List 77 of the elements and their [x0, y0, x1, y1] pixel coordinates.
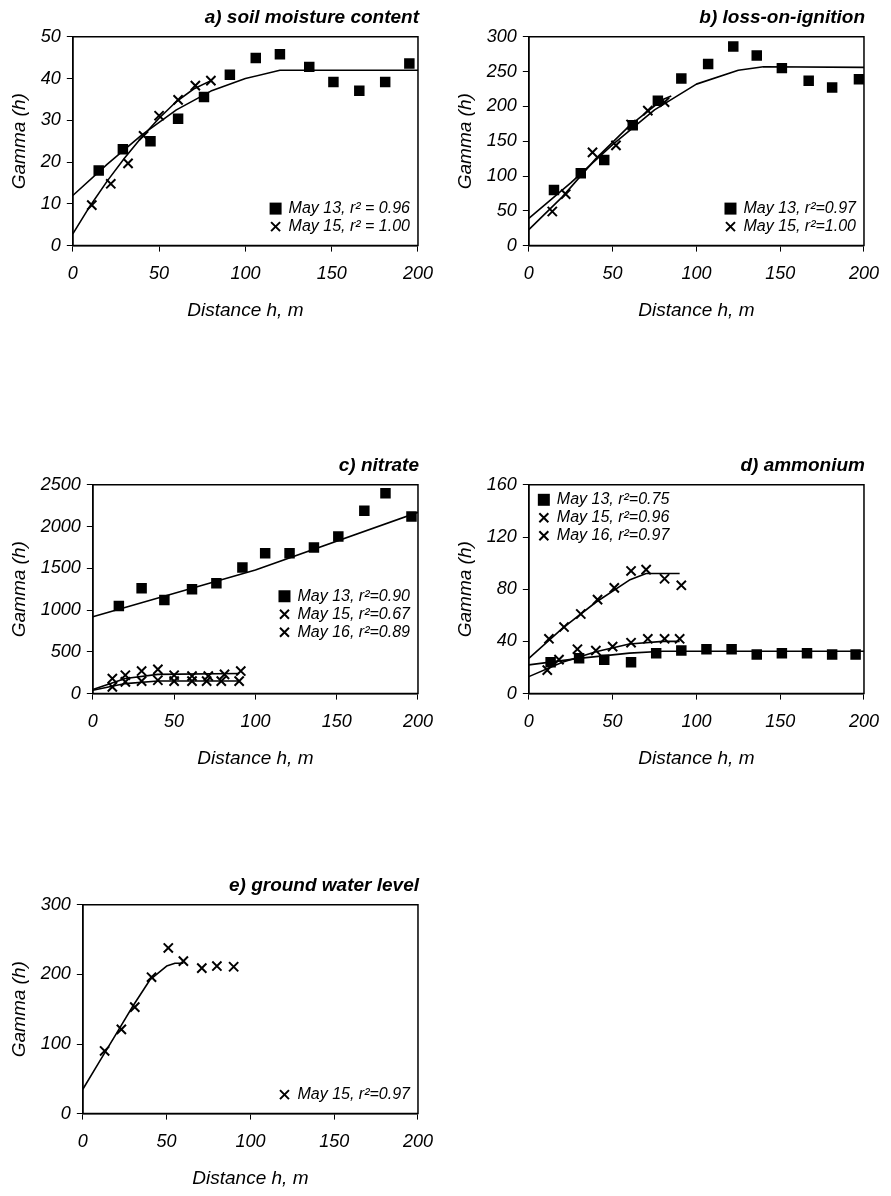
legend-label: May 15, r²=0.67	[297, 604, 412, 622]
x-tick-label: 50	[602, 711, 623, 732]
y-tick-label: 100	[486, 165, 517, 185]
x-tick-label: 50	[156, 1131, 177, 1152]
x-axis-title: Distance h, m	[187, 298, 304, 320]
legend-label: May 13, r²=0.97	[743, 199, 858, 217]
y-tick-label: 50	[496, 199, 517, 220]
legend-label: May 15, r²=0.96	[556, 508, 670, 526]
chart-title: d) ammonium	[740, 453, 866, 475]
y-axis-title: Gamma (h)	[7, 541, 29, 638]
y-axis-title: Gamma (h)	[453, 541, 475, 638]
x-tick-label: 100	[240, 711, 271, 732]
y-tick-label: 40	[496, 630, 517, 651]
x-tick-label: 200	[401, 1131, 434, 1152]
chart-title: b) loss-on-ignition	[699, 5, 865, 27]
legend-label: May 16, r²=0.89	[297, 622, 411, 640]
legend-label: May 15, r²=1.00	[743, 217, 857, 235]
y-tick-label: 0	[50, 234, 61, 255]
y-tick-label: 200	[39, 963, 71, 984]
x-axis-title: Distance h, m	[638, 298, 755, 320]
x-tick-label: 100	[681, 711, 712, 732]
y-tick-label: 80	[496, 578, 517, 599]
legend-label: May 13, r²=0.90	[297, 586, 411, 604]
legend-label: May 16, r²=0.97	[556, 526, 671, 544]
y-tick-label: 250	[485, 60, 517, 81]
x-tick-label: 100	[681, 263, 712, 284]
y-tick-label: 20	[39, 151, 61, 172]
x-tick-label: 150	[765, 263, 796, 284]
chart-title: a) soil moisture content	[204, 5, 420, 27]
x-tick-label: 150	[765, 711, 796, 732]
y-tick-label: 300	[40, 893, 71, 914]
y-tick-label: 40	[40, 67, 61, 88]
y-tick-label: 160	[486, 473, 517, 494]
y-tick-label: 0	[506, 234, 517, 255]
x-tick-label: 200	[401, 711, 434, 732]
x-tick-label: 0	[523, 711, 534, 732]
x-tick-label: 0	[523, 263, 534, 284]
legend-label: May 15, r²=0.97	[297, 1085, 412, 1103]
y-tick-label: 50	[40, 25, 61, 46]
y-tick-label: 300	[486, 25, 517, 46]
x-tick-label: 150	[321, 711, 352, 732]
y-tick-label: 2500	[39, 473, 81, 494]
y-tick-label: 0	[506, 682, 517, 703]
legend-label: May 13, r² = 0.96	[288, 199, 411, 217]
x-tick-label: 200	[847, 263, 880, 284]
x-axis-title: Distance h, m	[192, 1166, 309, 1188]
y-tick-label: 500	[50, 640, 81, 661]
chart-title: e) ground water level	[228, 873, 420, 895]
y-tick-label: 0	[70, 682, 81, 703]
x-tick-label: 200	[847, 711, 880, 732]
x-tick-label: 50	[164, 711, 185, 732]
x-tick-label: 150	[316, 263, 347, 284]
x-tick-label: 200	[401, 263, 434, 284]
y-tick-label: 100	[40, 1033, 71, 1053]
y-axis-title: Gamma (h)	[453, 93, 475, 190]
x-tick-label: 150	[319, 1131, 350, 1152]
y-axis-title: Gamma (h)	[7, 93, 29, 190]
chart-title: c) nitrate	[338, 453, 420, 475]
legend-label: May 15, r² = 1.00	[288, 217, 411, 235]
x-tick-label: 50	[149, 263, 170, 284]
x-tick-label: 100	[235, 1131, 266, 1152]
y-tick-label: 200	[485, 95, 517, 116]
x-tick-label: 100	[230, 263, 261, 284]
y-tick-label: 150	[486, 130, 517, 151]
x-axis-title: Distance h, m	[638, 746, 755, 768]
y-axis-title: Gamma (h)	[7, 961, 29, 1058]
y-tick-label: 1500	[40, 557, 81, 578]
x-tick-label: 50	[602, 263, 623, 284]
x-axis-title: Distance h, m	[197, 746, 314, 768]
x-tick-label: 0	[87, 711, 98, 732]
y-tick-label: 2000	[39, 515, 81, 536]
y-tick-label: 0	[60, 1102, 71, 1123]
y-tick-label: 1000	[40, 599, 81, 620]
y-tick-label: 120	[486, 526, 517, 546]
legend-label: May 13, r²=0.75	[556, 490, 670, 508]
y-tick-label: 10	[40, 192, 61, 213]
y-tick-label: 30	[40, 109, 61, 130]
